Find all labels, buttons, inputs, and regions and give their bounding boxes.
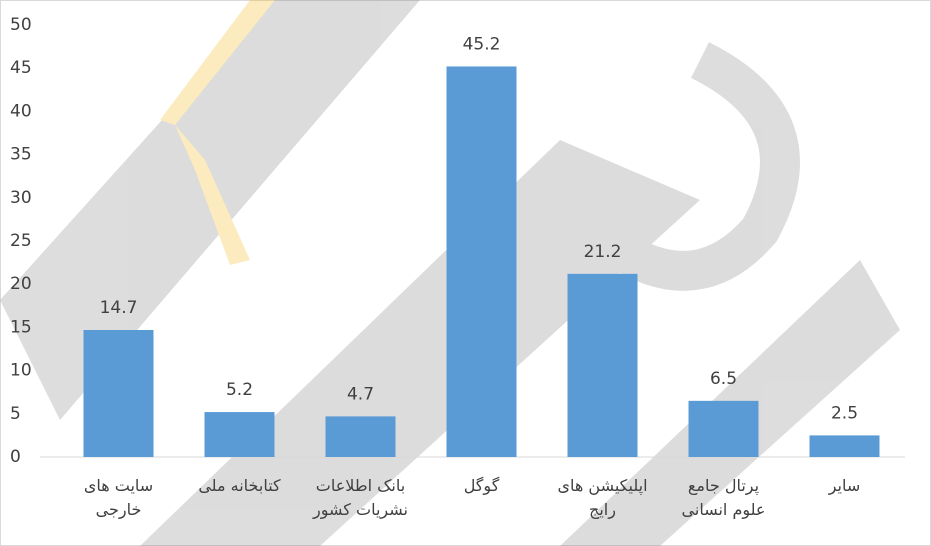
bar [567,273,638,457]
y-tick-label: 40 [10,101,32,121]
value-label: 5.2 [226,380,253,400]
value-label: 14.7 [100,298,138,318]
y-tick-label: 50 [10,15,32,35]
value-label: 2.5 [831,403,858,423]
y-tick-label: 25 [10,231,32,251]
x-tick-label: سایت های خارجی [83,476,154,519]
bar [204,412,275,457]
x-tick-label: کتابخانه ملی [198,476,281,495]
x-tick-label: سایر [828,476,861,495]
value-label: 45.2 [463,34,501,54]
value-label: 6.5 [710,369,737,389]
x-tick-label: پرتال جامع علوم انسانی [681,476,766,519]
value-label: 21.2 [584,242,622,262]
watermark [0,0,900,546]
y-tick-label: 45 [10,58,32,78]
y-tick-label: 15 [10,317,32,337]
bar [809,435,880,457]
bar [83,329,154,457]
x-tick-label: بانک اطلاعات نشریات کشور [313,476,408,519]
value-label: 4.7 [347,384,374,404]
y-tick-label: 0 [10,447,21,467]
bar [446,66,517,458]
y-tick-label: 20 [10,274,32,294]
y-tick-label: 5 [10,404,21,424]
x-tick-label: اپلیکیشن های رایج [557,476,648,519]
y-tick-label: 10 [10,361,32,381]
bar [688,400,759,457]
bar [325,416,396,457]
x-tick-label: گوگل [463,476,500,495]
y-tick-label: 30 [10,188,32,208]
y-tick-label: 35 [10,145,32,165]
